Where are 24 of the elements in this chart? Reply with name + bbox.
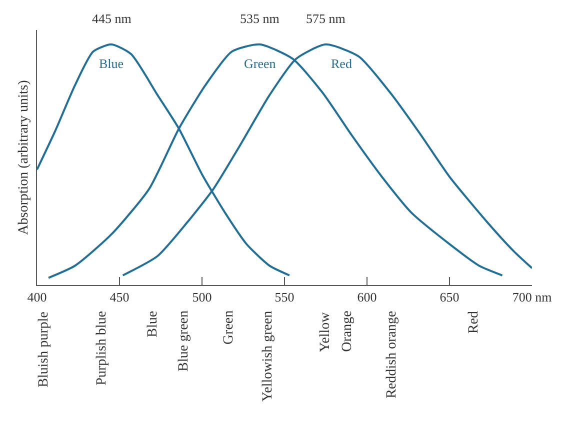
text: Green	[222, 310, 237, 345]
text: Yellowish green	[260, 310, 276, 402]
x-tick-label: 400	[27, 290, 47, 305]
series-label: Green	[244, 56, 276, 71]
text: Bluish purple	[36, 312, 52, 388]
y-axis-title: Absorption (arbitrary units)	[16, 80, 32, 235]
text: Purplish blue	[94, 311, 110, 386]
text: Blue	[145, 310, 160, 338]
x-tick-label: 450	[110, 290, 130, 305]
annotation: 575 nm	[306, 11, 346, 26]
x-tick-label: 700 nm	[512, 290, 552, 305]
series-label: Red	[331, 56, 352, 71]
x-tick-label: 600	[357, 290, 377, 305]
text: Red	[466, 311, 482, 334]
annotation: 535 nm	[240, 11, 280, 26]
text: Yellow	[318, 311, 334, 352]
series-label: Blue	[99, 56, 124, 71]
text: Reddish orange	[384, 310, 400, 398]
text: Orange	[340, 310, 355, 352]
annotation: 445 nm	[92, 11, 132, 26]
text: Blue green	[176, 310, 192, 372]
x-tick-label: 500	[192, 290, 212, 305]
x-tick-label: 650	[440, 290, 460, 305]
x-tick-label: 550	[274, 290, 294, 305]
